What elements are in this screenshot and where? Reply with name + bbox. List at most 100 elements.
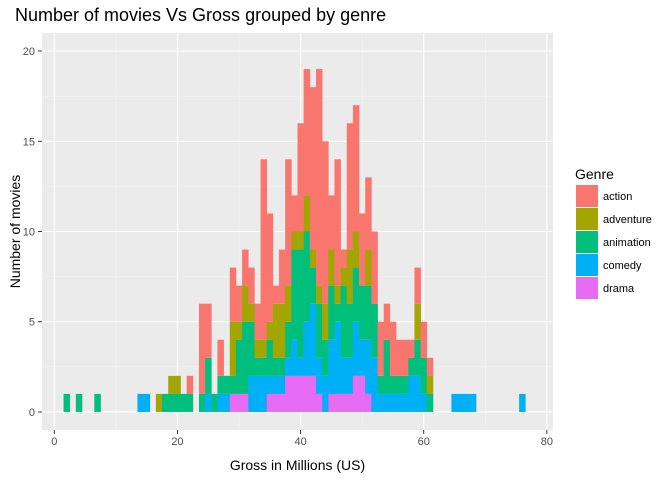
bar-action: [266, 213, 274, 322]
bar-animation: [322, 339, 329, 376]
bar-animation: [291, 249, 298, 340]
bar-comedy: [519, 393, 526, 412]
bar-comedy: [414, 375, 421, 412]
bar-animation: [242, 321, 249, 394]
bar-animation: [180, 393, 187, 412]
bar-action: [248, 267, 255, 304]
bar-animation: [340, 285, 348, 358]
legend: Genre action adventure animation comedy dram…: [575, 166, 652, 299]
bar-action: [315, 69, 323, 286]
bar-comedy: [340, 357, 348, 394]
bar-animation: [346, 303, 354, 358]
bar-action: [254, 303, 261, 340]
legend-label-action: action: [603, 191, 632, 203]
bar-action: [297, 123, 304, 232]
bar-adventure: [235, 321, 243, 340]
bar-adventure: [155, 393, 163, 412]
bar-comedy: [334, 321, 341, 394]
bar-action: [260, 159, 268, 340]
bar-comedy: [346, 357, 354, 394]
bar-action: [186, 375, 194, 394]
bar-action: [285, 159, 292, 286]
bars: [63, 69, 526, 412]
bar-action: [340, 249, 348, 268]
y-tick-label: 5: [29, 317, 35, 329]
bar-comedy: [457, 393, 465, 412]
x-tick-label: 80: [541, 436, 553, 448]
bar-animation: [254, 357, 261, 376]
bar-animation: [248, 321, 255, 376]
bar-action: [303, 69, 311, 196]
bar-animation: [174, 393, 181, 412]
bar-action: [272, 285, 280, 304]
bar-action: [291, 195, 298, 232]
bar-drama: [309, 375, 317, 412]
bar-animation: [211, 393, 218, 412]
bar-animation: [260, 357, 268, 376]
legend-label-adventure: adventure: [603, 214, 652, 226]
bar-animation: [371, 303, 378, 358]
bar-animation: [303, 231, 311, 322]
bar-action: [359, 213, 366, 286]
bar-action: [205, 303, 212, 358]
legend-key-action: [576, 185, 598, 207]
bar-drama: [297, 375, 304, 412]
bar-comedy: [420, 393, 428, 412]
bar-drama: [334, 393, 341, 412]
bar-comedy: [309, 303, 317, 376]
bar-action: [242, 249, 249, 286]
bar-action: [217, 339, 224, 376]
bar-comedy: [303, 321, 311, 376]
bar-drama: [346, 393, 354, 412]
y-tick-label: 15: [23, 136, 35, 148]
y-tick-label: 10: [23, 227, 35, 239]
bar-drama: [279, 393, 286, 412]
bar-action: [365, 177, 372, 250]
bar-drama: [315, 393, 323, 412]
bar-drama: [285, 375, 292, 412]
bar-animation: [217, 375, 224, 394]
bar-adventure: [322, 303, 329, 340]
bar-animation: [328, 285, 335, 340]
bar-animation: [377, 375, 384, 394]
bar-animation: [426, 393, 434, 412]
bar-action: [420, 321, 428, 358]
bar-comedy: [371, 357, 378, 412]
bar-adventure: [346, 249, 354, 304]
bar-adventure: [315, 285, 323, 304]
bar-adventure: [254, 339, 261, 358]
bar-comedy: [365, 339, 372, 394]
legend-key-drama: [576, 277, 598, 299]
bar-action: [371, 231, 378, 304]
bar-action: [383, 303, 391, 340]
bar-drama: [291, 375, 298, 412]
bar-adventure: [309, 249, 317, 268]
bar-drama: [266, 393, 274, 412]
legend-title: Genre: [575, 166, 614, 182]
bar-adventure: [248, 303, 255, 322]
bar-comedy: [291, 339, 298, 376]
bar-animation: [186, 393, 194, 412]
bar-adventure: [426, 375, 434, 394]
bar-action: [346, 123, 354, 250]
bar-animation: [63, 393, 71, 412]
y-tick-label: 0: [29, 407, 35, 419]
bar-comedy: [297, 357, 304, 376]
bar-adventure: [352, 231, 360, 268]
bar-adventure: [297, 231, 304, 250]
bar-comedy: [469, 393, 477, 412]
bar-comedy: [396, 393, 403, 412]
x-tick-label: 0: [51, 436, 57, 448]
bar-action: [279, 249, 286, 304]
bar-comedy: [359, 339, 366, 376]
bar-drama: [340, 393, 348, 412]
bar-drama: [229, 393, 237, 412]
bar-animation: [94, 393, 101, 412]
bar-adventure: [242, 285, 249, 322]
bar-adventure: [168, 375, 175, 394]
bar-animation: [414, 339, 421, 376]
bar-adventure: [340, 267, 348, 286]
bar-animation: [396, 375, 403, 394]
bar-animation: [297, 249, 304, 358]
